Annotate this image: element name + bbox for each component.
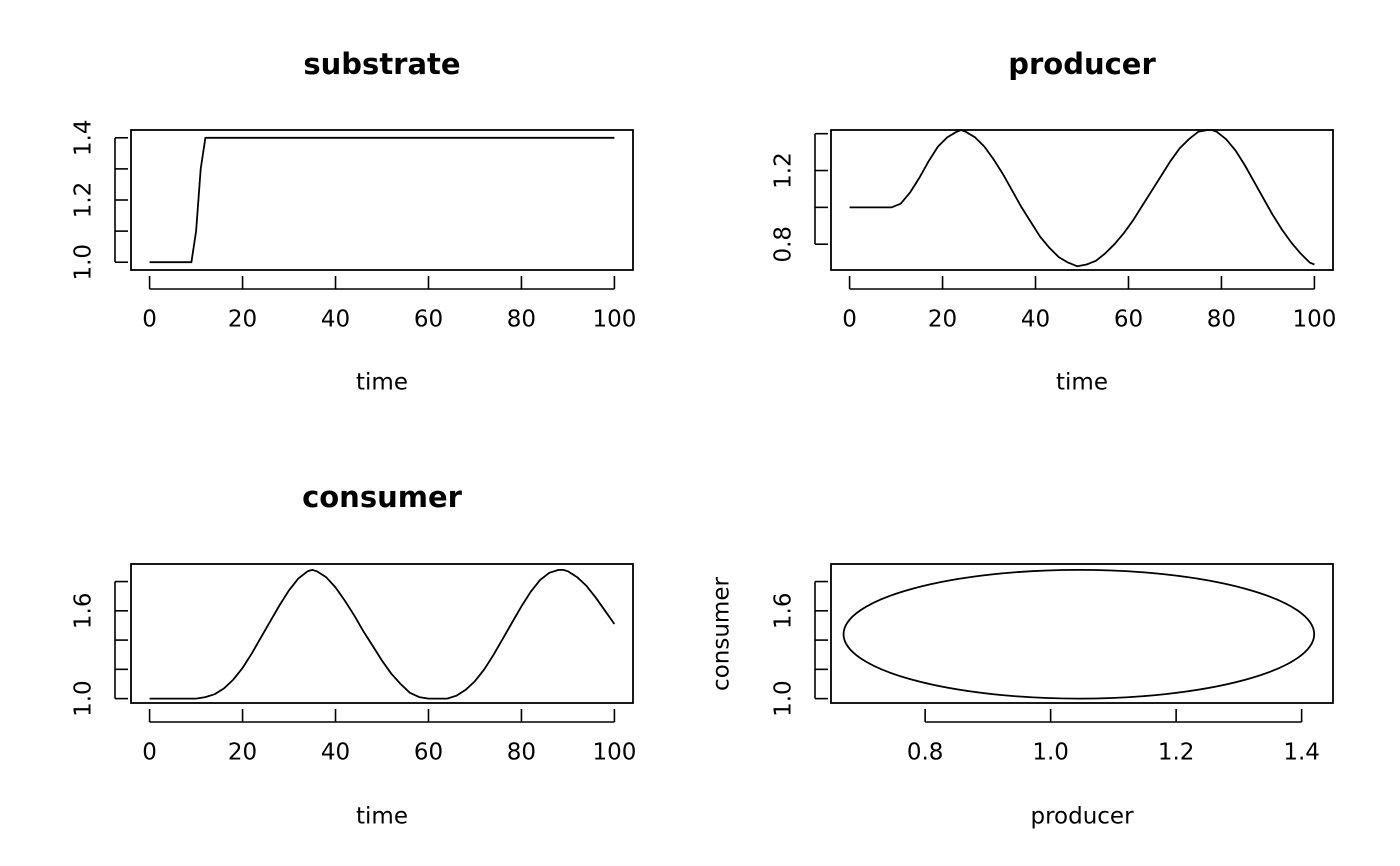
x-tick-label: 100	[592, 740, 636, 766]
x-tick-label: 80	[1207, 307, 1236, 333]
y-tick-label: 1.0	[771, 680, 797, 717]
y-axis: 1.0 1.6	[771, 580, 828, 717]
phase-ellipse	[842, 568, 1316, 700]
x-tick-label: 1.2	[1158, 740, 1195, 766]
x-tick-label: 0	[842, 307, 857, 333]
y-axis: 1.0 1.2 1.4	[71, 119, 128, 281]
x-tick-label: 0	[142, 307, 157, 333]
panel-producer: producer 0 20 40 60 80 100 0.8 1.2 time	[771, 47, 1337, 396]
panel-phase: 0.8 1.0 1.2 1.4 1.0 1.6 producer consumer	[709, 563, 1334, 830]
y-tick-label: 0.8	[771, 226, 797, 263]
consumer-line	[149, 569, 616, 700]
x-tick-label: 20	[228, 740, 257, 766]
y-tick-label: 1.6	[771, 593, 797, 630]
x-axis: 0 20 40 60 80 100	[142, 276, 636, 333]
x-tick-label: 0.8	[907, 740, 944, 766]
y-tick-label: 1.0	[71, 244, 97, 281]
panel-substrate: substrate 0 20 40 60 80 100 1.0 1.2 1.4 time	[71, 47, 637, 396]
x-tick-label: 1.0	[1032, 740, 1069, 766]
x-tick-label: 60	[414, 740, 443, 766]
substrate-line	[149, 136, 615, 264]
x-tick-label: 40	[1021, 307, 1050, 333]
plot-frame	[130, 129, 634, 271]
producer-line	[849, 129, 1315, 268]
x-tick-label: 60	[1114, 307, 1143, 333]
x-axis: 0.8 1.0 1.2 1.4	[907, 709, 1320, 766]
y-axis: 1.0 1.6	[71, 580, 128, 717]
y-axis: 0.8 1.2	[771, 132, 828, 263]
y-tick-label: 1.4	[71, 119, 97, 156]
x-tick-label: 60	[414, 307, 443, 333]
plot-frame	[130, 563, 634, 704]
y-axis-label: consumer	[709, 577, 735, 691]
chart-title: substrate	[303, 47, 460, 81]
x-tick-label: 80	[507, 307, 536, 333]
y-tick-label: 1.2	[71, 182, 97, 219]
x-tick-label: 100	[1292, 307, 1336, 333]
x-axis-label: producer	[1030, 804, 1134, 830]
plot-frame	[830, 563, 1334, 704]
x-axis: 0 20 40 60 80 100	[142, 709, 636, 766]
x-axis-label: time	[1056, 370, 1108, 396]
x-tick-label: 0	[142, 740, 157, 766]
plot-frame	[830, 129, 1334, 271]
chart-title: consumer	[302, 480, 463, 514]
chart-title: producer	[1008, 47, 1156, 81]
panel-consumer: consumer 0 20 40 60 80 100 1.0 1.6 time	[71, 480, 637, 830]
y-tick-label: 1.6	[71, 593, 97, 630]
x-axis: 0 20 40 60 80 100	[842, 276, 1336, 333]
x-axis-label: time	[356, 370, 408, 396]
x-tick-label: 1.4	[1283, 740, 1320, 766]
x-tick-label: 20	[928, 307, 957, 333]
y-tick-label: 1.0	[71, 680, 97, 717]
x-tick-label: 40	[321, 740, 350, 766]
y-tick-label: 1.2	[771, 152, 797, 189]
x-axis-label: time	[356, 804, 408, 830]
x-tick-label: 80	[507, 740, 536, 766]
x-tick-label: 20	[228, 307, 257, 333]
x-tick-label: 40	[321, 307, 350, 333]
x-tick-label: 100	[592, 307, 636, 333]
